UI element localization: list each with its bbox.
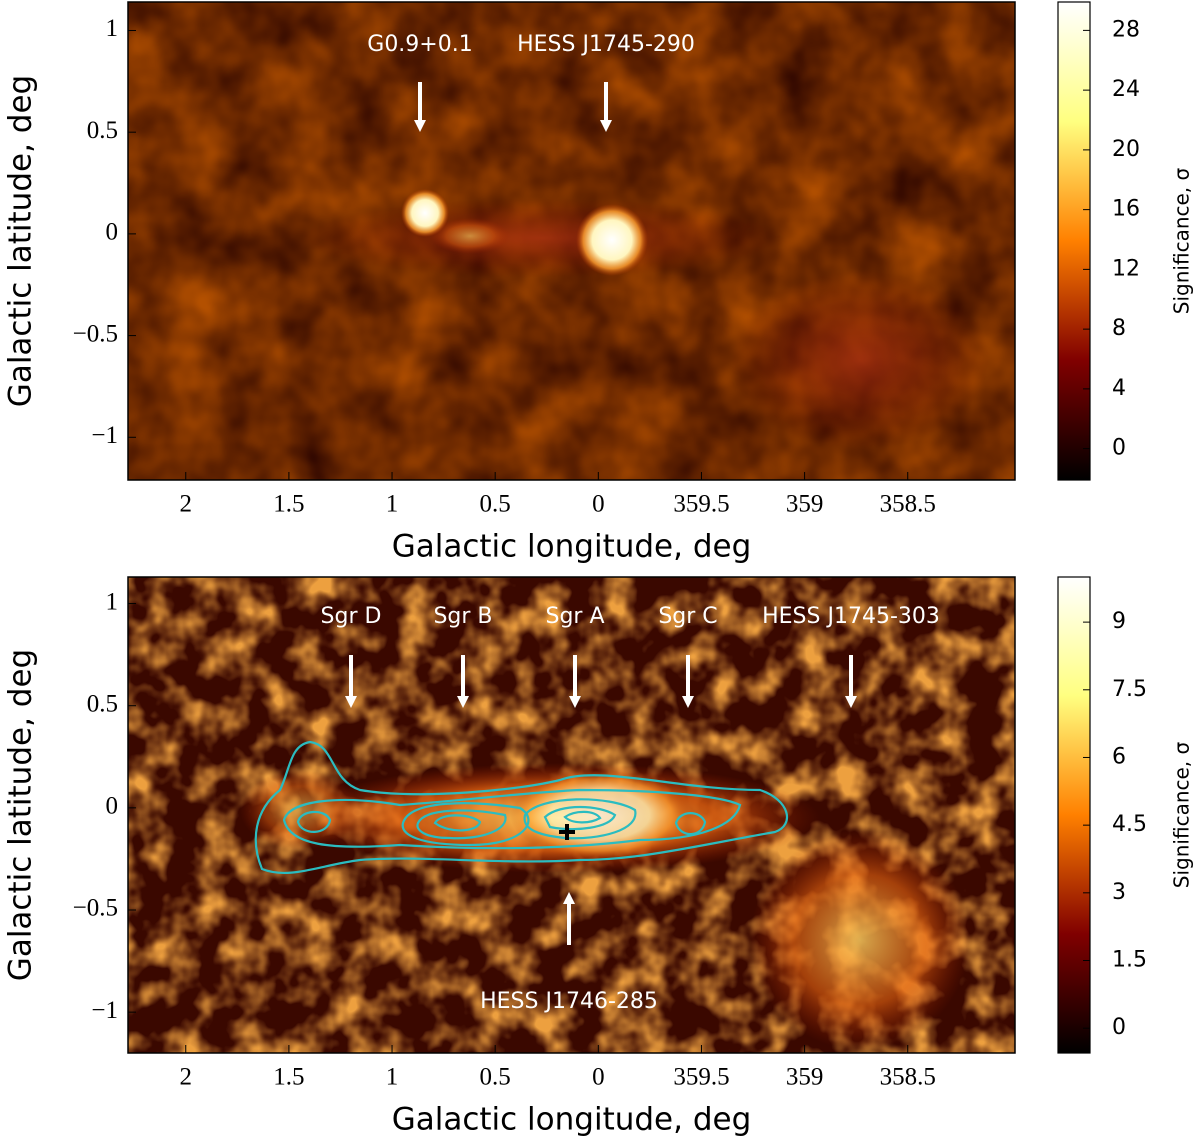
x-axis-label: Galactic longitude, deg (392, 529, 752, 565)
annotation: G0.9+0.1 (367, 32, 472, 57)
x-axis-label: Galactic longitude, deg (392, 1102, 752, 1138)
x-tick-label: 359 (786, 491, 824, 518)
colorbar-tick-label: 20 (1112, 137, 1140, 162)
sky-map (128, 577, 1015, 1053)
annotation-arrowhead (845, 696, 857, 708)
colorbar-tick-label: 24 (1112, 77, 1140, 102)
annotation-arrowhead (345, 696, 357, 708)
annotation-arrowhead (600, 120, 612, 132)
x-tick-label: 1.5 (273, 491, 304, 518)
x-tick-label: 359.5 (673, 491, 729, 518)
colorbar-tick-label: 3 (1112, 880, 1126, 905)
annotation-arrowhead (563, 892, 575, 904)
y-tick-label: 0.5 (87, 117, 118, 144)
x-tick-label: 1 (386, 491, 399, 518)
annotation: HESS J1746-285 (480, 989, 658, 1014)
y-tick-label: 1 (106, 15, 119, 42)
y-axis-label: Galactic latitude, deg (3, 75, 39, 407)
plot-frame (127, 576, 1016, 1054)
x-tick-label: 2 (180, 1064, 193, 1091)
x-tick-label: 358.5 (880, 1064, 936, 1091)
x-tick-label: 0 (592, 1064, 605, 1091)
x-tick-label: 1 (386, 1064, 399, 1091)
colorbar-tick-label: 0 (1112, 1015, 1126, 1040)
annotation: HESS J1745-290 (517, 32, 695, 57)
y-axis-label: Galactic latitude, deg (3, 649, 39, 981)
y-tick-label: −0.5 (73, 320, 118, 347)
x-tick-label: 0.5 (480, 1064, 511, 1091)
x-tick-label: 0.5 (480, 491, 511, 518)
annotation-arrowhead (682, 696, 694, 708)
sky-map (128, 2, 1015, 480)
x-tick-label: 1.5 (273, 1064, 304, 1091)
annotation: Sgr C (658, 604, 717, 629)
x-tick-label: 358.5 (880, 491, 936, 518)
y-tick-label: 1 (106, 588, 119, 615)
colorbar-tick-label: 7.5 (1112, 677, 1147, 702)
colorbar-tick-label: 4.5 (1112, 812, 1147, 837)
colorbar-tick-label: 12 (1112, 256, 1140, 281)
colorbar-tick-label: 9 (1112, 609, 1126, 634)
y-tick-label: −0.5 (73, 895, 118, 922)
annotation-arrowhead (457, 696, 469, 708)
annotation-arrowhead (569, 696, 581, 708)
x-tick-label: 0 (592, 491, 605, 518)
colorbar-tick-label: 4 (1112, 376, 1126, 401)
colorbar-tick-label: 6 (1112, 744, 1126, 769)
annotation-arrowhead (414, 120, 426, 132)
annotation: Sgr B (433, 604, 492, 629)
colorbar-tick-label: 0 (1112, 436, 1126, 461)
colorbar-tick-label: 1.5 (1112, 948, 1147, 973)
y-tick-label: 0.5 (87, 690, 118, 717)
x-tick-label: 359.5 (673, 1064, 729, 1091)
colorbar (1057, 576, 1091, 1054)
x-tick-label: 359 (786, 1064, 824, 1091)
colorbar-label: Significance, σ (1170, 167, 1194, 314)
colorbar-label: Significance, σ (1170, 741, 1194, 888)
colorbar-tick-label: 8 (1112, 316, 1126, 341)
annotation: Sgr D (321, 604, 382, 629)
y-tick-label: −1 (91, 997, 118, 1024)
contours (254, 740, 788, 875)
x-tick-label: 2 (180, 491, 193, 518)
colorbar-tick-label: 28 (1112, 17, 1140, 42)
annotation: Sgr A (545, 604, 604, 629)
annotation: HESS J1745-303 (762, 604, 940, 629)
plot-frame (127, 1, 1016, 481)
sgr-a-star-marker (559, 824, 575, 840)
y-tick-label: −1 (91, 422, 118, 449)
colorbar (1057, 1, 1091, 481)
y-tick-label: 0 (106, 793, 119, 820)
y-tick-label: 0 (106, 219, 119, 246)
colorbar-tick-label: 16 (1112, 197, 1140, 222)
